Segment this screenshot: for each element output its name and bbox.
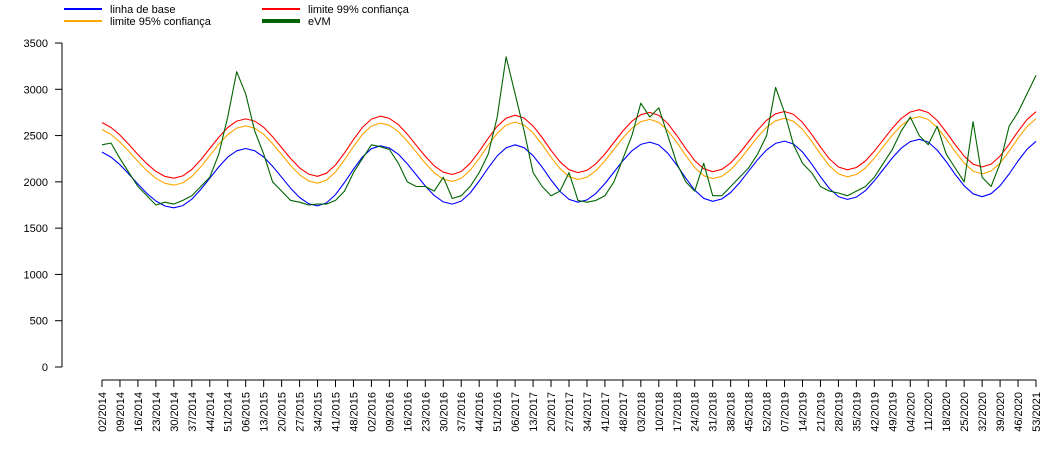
x-tick-label: 37/2014 <box>187 392 199 432</box>
legend-label: limite 99% confiança <box>308 4 410 16</box>
y-tick-label: 2000 <box>24 177 48 189</box>
x-tick-label: 52/2018 <box>762 392 774 432</box>
x-tick-label: 53/2021 <box>1031 392 1043 432</box>
x-tick-label: 34/2015 <box>313 392 325 432</box>
x-tick-label: 16/2014 <box>133 392 145 432</box>
x-tick-label: 11/2020 <box>923 392 935 431</box>
x-tick-label: 25/2020 <box>959 392 971 432</box>
x-tick-label: 02/2014 <box>97 392 109 432</box>
x-tick-label: 13/2017 <box>528 392 540 432</box>
x-tick-label: 38/2018 <box>726 392 738 432</box>
x-tick-label: 28/2019 <box>833 392 845 432</box>
x-tick-label: 20/2015 <box>277 392 289 432</box>
legend-label: eVM <box>308 16 331 28</box>
x-tick-label: 42/2019 <box>869 392 881 432</box>
x-tick-label: 27/2015 <box>295 392 307 432</box>
x-tick-label: 49/2019 <box>887 392 899 432</box>
x-tick-label: 14/2019 <box>798 392 810 432</box>
x-tick-label: 35/2019 <box>851 392 863 432</box>
x-tick-label: 13/2015 <box>259 392 271 432</box>
x-tick-label: 23/2014 <box>151 392 163 432</box>
x-tick-label: 32/2020 <box>977 392 989 432</box>
x-tick-label: 09/2014 <box>115 392 127 432</box>
x-tick-label: 31/2018 <box>708 392 720 432</box>
series-line <box>101 109 1037 179</box>
x-tick-label: 46/2020 <box>1013 392 1025 432</box>
x-tick-label: 34/2017 <box>582 392 594 432</box>
x-tick-label: 09/2016 <box>384 392 396 432</box>
x-tick-label: 30/2016 <box>438 392 450 432</box>
y-tick-label: 0 <box>42 362 48 374</box>
x-tick-label: 51/2016 <box>492 392 504 432</box>
x-tick-label: 02/2016 <box>366 392 378 432</box>
legend-label: limite 95% confiança <box>110 16 212 28</box>
x-tick-label: 30/2014 <box>169 392 181 432</box>
x-tick-label: 48/2017 <box>618 392 630 432</box>
y-tick-label: 500 <box>30 316 48 328</box>
x-tick-label: 48/2015 <box>348 392 360 432</box>
x-tick-label: 07/2019 <box>780 392 792 432</box>
series-line <box>101 56 1037 206</box>
x-tick-label: 41/2015 <box>331 392 343 432</box>
y-tick-label: 1000 <box>24 269 48 281</box>
x-tick-label: 17/2018 <box>672 392 684 432</box>
x-tick-label: 51/2014 <box>223 392 235 432</box>
x-tick-label: 41/2017 <box>600 392 612 432</box>
x-tick-label: 16/2016 <box>402 392 414 432</box>
x-tick-label: 20/2017 <box>546 392 558 432</box>
x-tick-label: 44/2014 <box>205 392 217 432</box>
x-tick-label: 39/2020 <box>995 392 1007 432</box>
y-tick-label: 1500 <box>24 223 48 235</box>
x-tick-label: 21/2019 <box>815 392 827 432</box>
x-tick-label: 37/2016 <box>456 392 468 432</box>
x-tick-label: 06/2017 <box>510 392 522 432</box>
y-tick-label: 2500 <box>24 131 48 143</box>
x-tick-label: 23/2016 <box>420 392 432 432</box>
x-tick-label: 45/2018 <box>744 392 756 432</box>
x-tick-label: 24/2018 <box>690 392 702 432</box>
series-line <box>101 116 1037 186</box>
x-tick-label: 44/2016 <box>474 392 486 432</box>
x-tick-label: 18/2020 <box>941 392 953 432</box>
series-line <box>101 138 1037 209</box>
x-tick-label: 27/2017 <box>564 392 576 432</box>
y-tick-label: 3500 <box>24 38 48 50</box>
x-tick-label: 03/2018 <box>636 392 648 432</box>
x-tick-label: 04/2020 <box>905 392 917 432</box>
legend-label: linha de base <box>110 4 175 16</box>
x-tick-label: 06/2015 <box>241 392 253 432</box>
x-tick-label: 10/2018 <box>654 392 666 432</box>
y-tick-label: 3000 <box>24 84 48 96</box>
